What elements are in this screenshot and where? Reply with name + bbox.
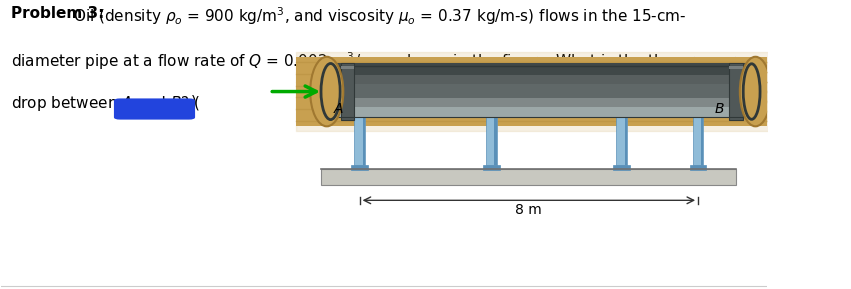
Bar	[327, 97, 756, 99]
Bar	[327, 78, 756, 80]
Text: Problem 3:: Problem 3:	[10, 6, 104, 21]
Bar	[327, 74, 756, 77]
Bar	[616, 117, 627, 164]
Bar	[327, 88, 756, 91]
Bar	[486, 117, 497, 164]
Bar	[340, 64, 354, 120]
Bar	[354, 117, 365, 164]
Bar	[327, 103, 756, 105]
Bar	[327, 95, 756, 98]
Bar	[327, 69, 756, 71]
Text: Oil (density $\rho_o$ = 900 kg/m$^3$, and viscosity $\mu_o$ = 0.37 kg/m-s) flows: Oil (density $\rho_o$ = 900 kg/m$^3$, an…	[73, 6, 687, 27]
Bar	[327, 115, 756, 117]
Bar	[327, 108, 756, 110]
Bar	[322, 169, 736, 185]
Bar	[327, 110, 756, 112]
Bar	[613, 164, 630, 170]
Bar	[327, 112, 756, 114]
Text: 8 m: 8 m	[516, 203, 542, 217]
Bar	[296, 57, 786, 126]
FancyBboxPatch shape	[114, 99, 195, 120]
Bar	[483, 164, 500, 170]
Text: drop between $A$ and $B$? (: drop between $A$ and $B$? (	[10, 95, 200, 113]
Bar	[693, 117, 704, 164]
Bar	[327, 104, 756, 107]
Bar	[327, 92, 756, 94]
Ellipse shape	[740, 57, 771, 126]
Bar	[327, 76, 756, 78]
Bar	[327, 67, 756, 69]
Bar	[327, 90, 756, 92]
Bar	[327, 81, 756, 84]
Bar	[327, 79, 756, 82]
Bar	[340, 66, 354, 69]
Bar	[327, 87, 756, 89]
Bar	[327, 99, 756, 101]
Bar	[327, 94, 756, 96]
Bar	[327, 106, 756, 108]
Bar	[327, 113, 756, 116]
Bar	[327, 72, 756, 75]
Ellipse shape	[311, 57, 343, 126]
Bar	[351, 164, 368, 170]
Text: A: A	[334, 102, 343, 116]
Bar	[327, 65, 756, 68]
Text: B: B	[715, 102, 724, 116]
Bar	[625, 117, 627, 164]
Bar	[327, 83, 756, 85]
Text: ): )	[191, 95, 197, 110]
Bar	[327, 71, 756, 73]
Text: diameter pipe at a flow rate of $Q$ = 0.002 m$^3$/s, as shown in the figure. Wha: diameter pipe at a flow rate of $Q$ = 0.…	[10, 50, 745, 72]
Bar	[363, 117, 365, 164]
Bar	[327, 64, 756, 66]
Bar	[494, 117, 497, 164]
Bar	[729, 64, 743, 120]
Bar	[701, 117, 704, 164]
Bar	[689, 164, 706, 170]
Bar	[327, 101, 756, 103]
Bar	[327, 85, 756, 87]
Bar	[729, 66, 743, 69]
